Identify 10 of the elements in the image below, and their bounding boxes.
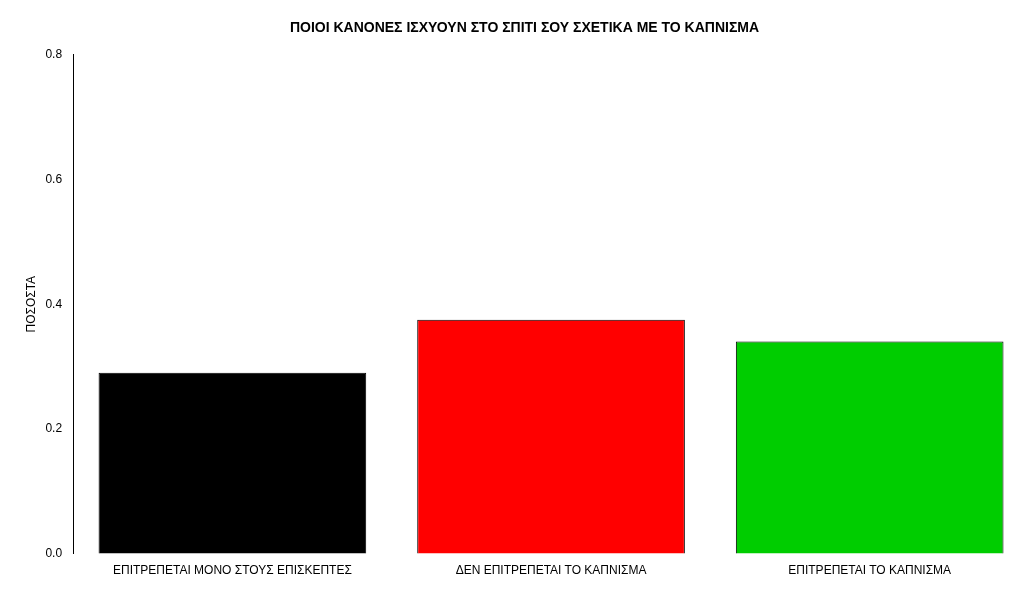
x-tick-label: ΔΕΝ ΕΠΙΤΡΕΠΕΤΑΙ ΤΟ ΚΑΠΝΙΣΜΑ [455, 563, 647, 578]
y-tick-label: 0.2 [45, 421, 63, 436]
x-tick-label: ΕΠΙΤΡΕΠΕΤΑΙ ΤΟ ΚΑΠΝΙΣΜΑ [788, 563, 952, 578]
chart-title: ΠΟΙΟΙ ΚΑΝΟΝΕΣ ΙΣΧΥΟΥΝ ΣΤΟ ΣΠΙΤΙ ΣΟΥ ΣΧΕΤΙΚΑ ΜΕ ΤΟ ΚΑΠΝΙΣΜΑ [289, 19, 760, 36]
y-tick-label: 0.0 [45, 545, 63, 560]
y-tick-label: 0.6 [45, 171, 63, 186]
x-tick-label: ΕΠΙΤΡΕΠΕΤΑΙ ΜΟΝΟ ΣΤΟΥΣ ΕΠΙΣΚΕΠΤΕΣ [112, 563, 352, 578]
y-tick-label: 0.4 [45, 296, 63, 311]
y-axis-title: ΠΟΣΟΣΤΑ [23, 275, 38, 333]
y-tick-label: 0.8 [45, 47, 63, 62]
